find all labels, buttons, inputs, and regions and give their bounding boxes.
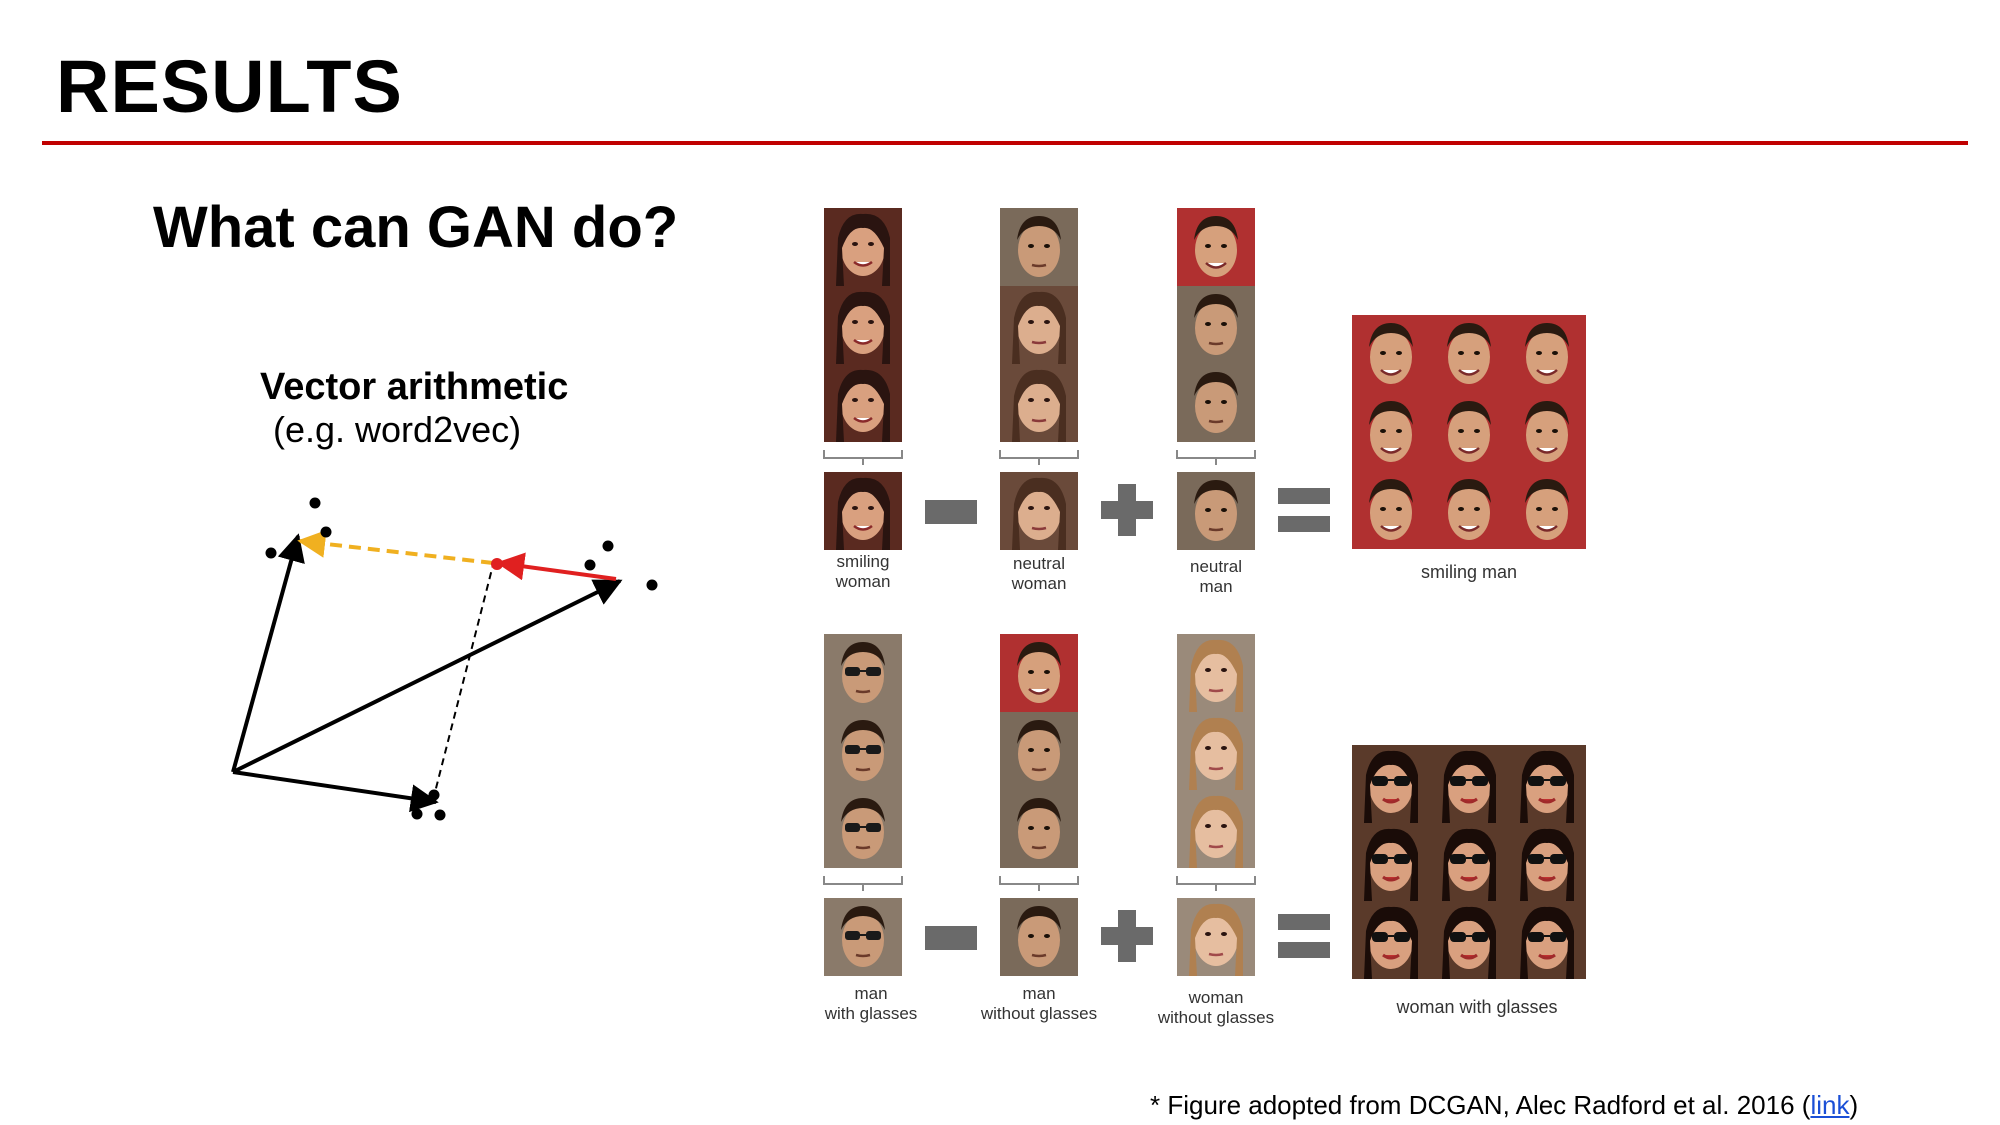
bracket-icon xyxy=(999,876,1079,891)
result-face-image xyxy=(1352,745,1430,823)
face-image xyxy=(1177,712,1255,790)
footnote: * Figure adopted from DCGAN, Alec Radfor… xyxy=(1150,1090,1858,1121)
vector-arrow-right xyxy=(232,579,623,774)
plus-icon xyxy=(1101,484,1153,536)
face-image xyxy=(824,790,902,868)
face-image xyxy=(1000,712,1078,790)
vector-arithmetic-diagram xyxy=(231,497,658,821)
title-divider xyxy=(42,141,1968,145)
result-face-image xyxy=(1508,745,1586,823)
footnote-text: * Figure adopted from DCGAN, Alec Radfor… xyxy=(1150,1090,1811,1120)
minus-icon xyxy=(925,926,977,950)
result-face-image xyxy=(1352,901,1430,979)
face-image xyxy=(824,208,902,286)
result-face-image xyxy=(1508,901,1586,979)
dashed-projection xyxy=(432,564,494,801)
slide-title: RESULTS xyxy=(56,45,403,128)
face-image xyxy=(824,712,902,790)
vector-arithmetic-subtitle: (e.g. word2vec) xyxy=(273,409,522,450)
bracket-icon xyxy=(1176,876,1256,891)
caption-neutral-man: neutral man xyxy=(1190,557,1242,596)
result-face-image xyxy=(1508,393,1586,471)
face-image xyxy=(1000,208,1078,286)
average-face-image xyxy=(1000,898,1078,976)
face-image xyxy=(1000,364,1078,442)
average-face-image xyxy=(1177,898,1255,976)
equals-icon xyxy=(1278,488,1330,532)
equals-icon xyxy=(1278,914,1330,958)
result-face-image xyxy=(1430,471,1508,549)
face-image xyxy=(1177,790,1255,868)
yellow-result-arrow xyxy=(297,529,494,565)
face-image xyxy=(1177,286,1255,364)
average-face-image xyxy=(1177,472,1255,550)
bracket-icon xyxy=(1176,450,1256,465)
face-image xyxy=(1000,790,1078,868)
face-image xyxy=(824,364,902,442)
face-image xyxy=(1177,634,1255,712)
bracket-icon xyxy=(823,450,903,465)
plus-icon xyxy=(1101,910,1153,962)
face-image xyxy=(1000,634,1078,712)
caption-man-with-glasses: man with glasses xyxy=(824,984,918,1023)
slide-subtitle: What can GAN do? xyxy=(153,195,679,260)
footnote-link[interactable]: link xyxy=(1810,1090,1850,1120)
result-face-image xyxy=(1352,471,1430,549)
result-face-image xyxy=(1430,745,1508,823)
face-image xyxy=(1177,364,1255,442)
face-image xyxy=(824,286,902,364)
face-image xyxy=(1177,208,1255,286)
result-face-image xyxy=(1508,823,1586,901)
caption-woman-without-glasses: woman without glasses xyxy=(1157,988,1275,1027)
caption-woman-with-glasses: woman with glasses xyxy=(1396,997,1558,1017)
result-face-image xyxy=(1352,393,1430,471)
minus-icon xyxy=(925,500,977,524)
caption-smiling-woman: smiling woman xyxy=(835,552,891,591)
average-face-image xyxy=(1000,472,1078,550)
vector-arithmetic-title: Vector arithmetic xyxy=(260,366,569,408)
footnote-suffix: ) xyxy=(1849,1090,1859,1120)
result-face-image xyxy=(1352,315,1430,393)
result-face-image xyxy=(1508,315,1586,393)
caption-neutral-woman: neutral woman xyxy=(1011,554,1067,593)
caption-man-without-glasses: man without glasses xyxy=(980,984,1098,1023)
bracket-icon xyxy=(999,450,1079,465)
result-face-image xyxy=(1430,315,1508,393)
red-difference-arrow xyxy=(496,552,617,581)
result-face-image xyxy=(1430,823,1508,901)
vector-arrow-up xyxy=(231,533,305,773)
result-face-image xyxy=(1430,901,1508,979)
vector-arrow-down xyxy=(232,770,439,813)
average-face-image xyxy=(824,898,902,976)
result-face-image xyxy=(1352,823,1430,901)
result-face-image xyxy=(1508,471,1586,549)
average-face-image xyxy=(824,472,902,550)
caption-smiling-man: smiling man xyxy=(1420,562,1518,582)
result-face-image xyxy=(1430,393,1508,471)
face-image xyxy=(1000,286,1078,364)
bracket-icon xyxy=(823,876,903,891)
face-image xyxy=(824,634,902,712)
red-point xyxy=(491,558,503,570)
